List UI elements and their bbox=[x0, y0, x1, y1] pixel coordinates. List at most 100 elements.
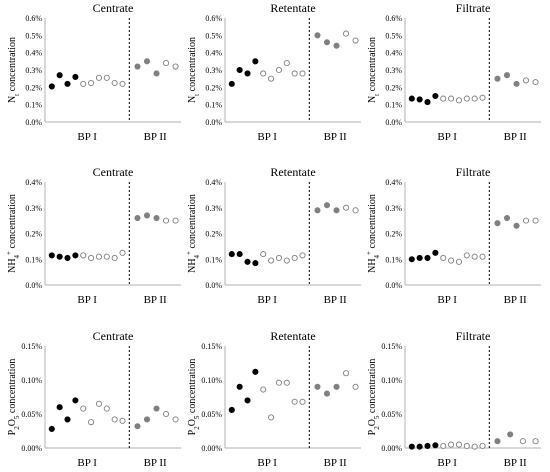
data-point bbox=[333, 207, 340, 214]
y-tick-label: 0.3% bbox=[25, 66, 42, 75]
y-tick-label: 0.0% bbox=[385, 281, 402, 290]
data-point bbox=[352, 383, 359, 390]
data-point bbox=[56, 253, 63, 260]
data-point bbox=[432, 442, 439, 449]
data-point bbox=[479, 253, 486, 260]
y-axis-label: Nt concentration bbox=[367, 37, 381, 103]
data-point bbox=[471, 443, 478, 450]
data-point bbox=[342, 204, 350, 211]
data-point bbox=[72, 73, 79, 80]
group-label: BP II bbox=[324, 457, 347, 469]
data-point bbox=[532, 438, 539, 445]
y-tick-label: 0.0% bbox=[25, 118, 42, 127]
data-point bbox=[80, 405, 87, 412]
data-point bbox=[80, 80, 87, 87]
group-label: BP I bbox=[437, 457, 457, 469]
data-point bbox=[260, 386, 267, 393]
data-point bbox=[323, 202, 331, 209]
data-point bbox=[95, 74, 102, 81]
y-tick-label: 0.1% bbox=[25, 101, 42, 110]
data-point bbox=[448, 441, 455, 448]
data-point bbox=[153, 405, 160, 412]
data-point bbox=[432, 249, 439, 256]
y-tick-label: 0.4% bbox=[25, 178, 42, 187]
data-point bbox=[64, 80, 71, 87]
data-point bbox=[291, 254, 298, 262]
y-tick-label: 0.10% bbox=[201, 376, 222, 385]
chart-panel-2: Retentate 0.0% 0.1% 0.2% 0.3% 0.4% 0.5% 0.6% Nt … bbox=[187, 1, 361, 143]
data-point bbox=[532, 79, 539, 86]
data-point bbox=[119, 249, 126, 256]
data-point bbox=[342, 30, 350, 37]
y-tick-label: 0.2% bbox=[205, 230, 222, 239]
data-point bbox=[268, 75, 275, 82]
y-tick-label: 0.5% bbox=[205, 31, 222, 40]
y-tick-label: 0.3% bbox=[385, 204, 402, 213]
y-tick-label: 0.6% bbox=[205, 14, 222, 23]
group-label: BP II bbox=[144, 294, 167, 306]
data-point bbox=[314, 207, 321, 214]
data-point bbox=[471, 95, 478, 102]
y-tick-label: 0.15% bbox=[201, 342, 222, 351]
data-point bbox=[513, 80, 520, 87]
data-point bbox=[513, 222, 520, 229]
data-point bbox=[56, 404, 63, 411]
data-point bbox=[143, 416, 151, 423]
data-point bbox=[432, 92, 439, 100]
y-tick-label: 0.4% bbox=[205, 49, 222, 58]
y-tick-label: 0.0% bbox=[25, 281, 42, 290]
data-point bbox=[314, 383, 321, 390]
group-label: BP I bbox=[257, 457, 277, 469]
y-tick-label: 0.2% bbox=[25, 83, 42, 92]
group-label: BP II bbox=[504, 457, 527, 469]
chart-panel-5: Retentate 0.0% 0.1% 0.2% 0.3% 0.4% NH4+ concen… bbox=[185, 165, 361, 306]
chart-title: Retentate bbox=[270, 329, 315, 343]
chart-panel-9: Filtrate 0.00% 0.05% 0.10% 0.15%P2O5 concent… bbox=[367, 329, 541, 469]
data-point bbox=[72, 397, 79, 404]
y-axis-label: NH4+ concentration bbox=[5, 194, 21, 273]
data-point bbox=[95, 400, 102, 407]
data-point bbox=[162, 410, 170, 418]
data-point bbox=[503, 214, 511, 222]
data-point bbox=[352, 207, 359, 214]
chart-title: Filtrate bbox=[456, 1, 491, 15]
chart-panel-8: Retentate 0.00% 0.05% 0.10% 0.15%P2O5 concen… bbox=[187, 329, 361, 469]
group-label: BP I bbox=[257, 294, 277, 306]
y-tick-label: 0.2% bbox=[385, 230, 402, 239]
data-point bbox=[153, 70, 160, 77]
group-label: BP II bbox=[144, 457, 167, 469]
data-point bbox=[268, 257, 275, 264]
data-point bbox=[424, 442, 431, 450]
data-point bbox=[463, 95, 470, 102]
data-point bbox=[48, 83, 55, 90]
data-point bbox=[408, 256, 415, 263]
data-point bbox=[228, 80, 235, 87]
data-point bbox=[236, 383, 243, 390]
data-point bbox=[408, 443, 415, 450]
y-tick-label: 0.0% bbox=[205, 118, 222, 127]
y-tick-label: 0.4% bbox=[205, 178, 222, 187]
chart-panel-1: Centrate 0.0% 0.1% 0.2% 0.3% 0.4% 0.5% 0.6% Nt c… bbox=[7, 1, 181, 143]
data-point bbox=[48, 252, 55, 259]
data-point bbox=[236, 251, 243, 258]
data-point bbox=[275, 379, 282, 386]
data-point bbox=[228, 251, 235, 258]
y-tick-label: 0.10% bbox=[21, 376, 42, 385]
chart-title: Retentate bbox=[270, 1, 315, 15]
data-point bbox=[283, 60, 290, 67]
y-axis-label: NH4+ concentration bbox=[365, 194, 381, 273]
data-point bbox=[64, 254, 71, 262]
data-point bbox=[244, 258, 251, 265]
data-point bbox=[134, 63, 141, 70]
y-tick-label: 0.00% bbox=[201, 444, 222, 453]
y-tick-label: 0.1% bbox=[385, 255, 402, 264]
data-point bbox=[103, 74, 110, 81]
data-point bbox=[342, 370, 350, 377]
data-point bbox=[111, 416, 118, 423]
data-point bbox=[260, 70, 267, 77]
y-tick-label: 0.3% bbox=[205, 204, 222, 213]
y-tick-label: 0.6% bbox=[25, 14, 42, 23]
data-point bbox=[424, 254, 431, 262]
data-point bbox=[134, 214, 141, 222]
group-label: BP I bbox=[77, 294, 97, 306]
